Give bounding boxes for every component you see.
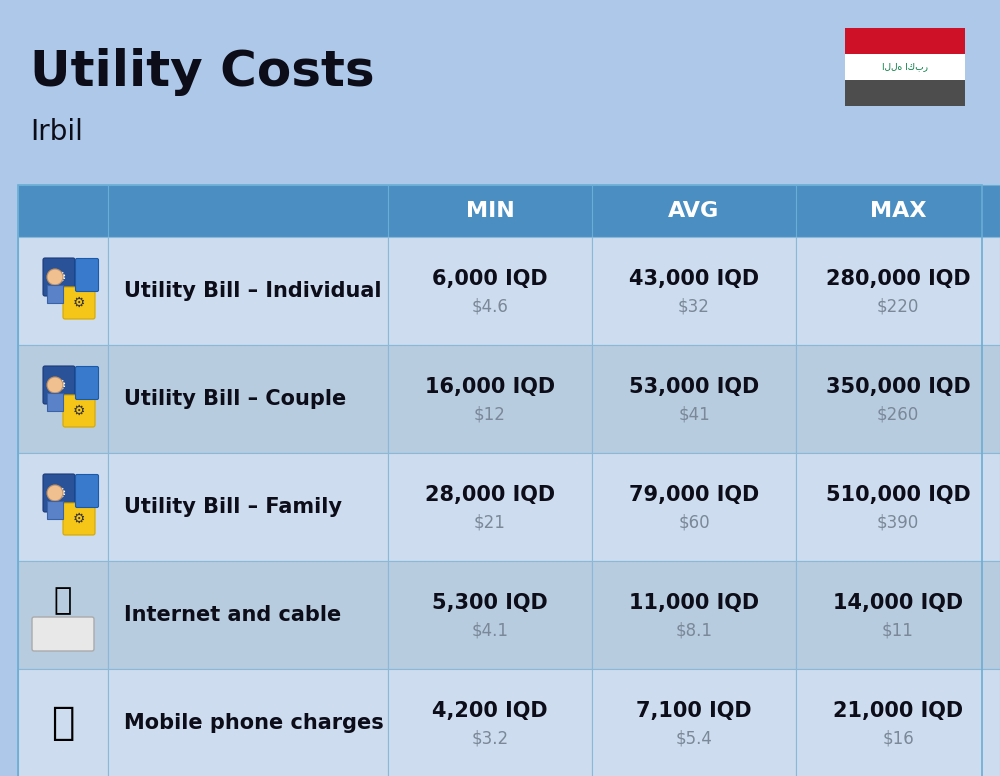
FancyBboxPatch shape — [63, 287, 95, 319]
Bar — [592, 345, 796, 453]
Text: ⚙: ⚙ — [52, 377, 66, 393]
Text: $21: $21 — [474, 514, 506, 532]
Text: 21,000 IQD: 21,000 IQD — [833, 701, 963, 721]
Text: $260: $260 — [877, 406, 919, 424]
Text: Internet and cable: Internet and cable — [124, 605, 341, 625]
Text: 7,100 IQD: 7,100 IQD — [636, 701, 752, 721]
FancyBboxPatch shape — [63, 395, 95, 427]
Text: ⚙: ⚙ — [73, 512, 85, 526]
Bar — [47, 393, 63, 411]
Bar — [592, 453, 796, 561]
Bar — [18, 669, 108, 776]
Text: 4,200 IQD: 4,200 IQD — [432, 701, 548, 721]
Bar — [592, 561, 796, 669]
FancyBboxPatch shape — [43, 474, 75, 512]
Text: 79,000 IQD: 79,000 IQD — [629, 485, 759, 505]
Text: Utility Bill – Individual: Utility Bill – Individual — [124, 281, 382, 301]
Text: $4.6: $4.6 — [472, 298, 508, 316]
Bar — [845, 80, 965, 106]
Text: $220: $220 — [877, 298, 919, 316]
Bar — [592, 669, 796, 776]
Text: $5.4: $5.4 — [676, 730, 712, 748]
Circle shape — [47, 269, 63, 285]
Text: MIN: MIN — [466, 201, 514, 221]
Bar — [108, 453, 388, 561]
Text: ⚙: ⚙ — [52, 269, 66, 285]
Text: 43,000 IQD: 43,000 IQD — [629, 269, 759, 289]
Bar — [796, 237, 1000, 345]
Text: 6,000 IQD: 6,000 IQD — [432, 269, 548, 289]
Bar — [592, 237, 796, 345]
Bar — [796, 345, 1000, 453]
Bar — [47, 501, 63, 519]
Bar — [108, 185, 388, 237]
Text: $4.1: $4.1 — [472, 622, 509, 640]
Text: 350,000 IQD: 350,000 IQD — [826, 377, 970, 397]
Text: Utility Costs: Utility Costs — [30, 48, 375, 96]
FancyBboxPatch shape — [63, 503, 95, 535]
Bar — [592, 185, 796, 237]
Bar — [108, 561, 388, 669]
Text: 510,000 IQD: 510,000 IQD — [826, 485, 970, 505]
Circle shape — [47, 377, 63, 393]
Bar — [47, 285, 63, 303]
Text: $390: $390 — [877, 514, 919, 532]
Text: Utility Bill – Family: Utility Bill – Family — [124, 497, 342, 517]
Bar — [388, 561, 592, 669]
Text: ⚙: ⚙ — [52, 486, 66, 501]
Bar — [108, 237, 388, 345]
Bar — [388, 185, 592, 237]
Text: $3.2: $3.2 — [471, 730, 509, 748]
Text: AVG: AVG — [668, 201, 720, 221]
Text: 16,000 IQD: 16,000 IQD — [425, 377, 555, 397]
Bar — [18, 237, 108, 345]
FancyBboxPatch shape — [32, 617, 94, 651]
Text: الله اكبر: الله اكبر — [882, 63, 928, 71]
Bar — [18, 453, 108, 561]
Bar — [108, 669, 388, 776]
Bar — [796, 561, 1000, 669]
Text: ⚙: ⚙ — [73, 404, 85, 418]
Bar — [388, 345, 592, 453]
Text: Utility Bill – Couple: Utility Bill – Couple — [124, 389, 346, 409]
Text: $32: $32 — [678, 298, 710, 316]
Bar — [388, 237, 592, 345]
Bar — [845, 54, 965, 80]
FancyBboxPatch shape — [76, 258, 98, 292]
Text: 📱: 📱 — [51, 704, 75, 742]
FancyBboxPatch shape — [43, 258, 75, 296]
Text: 28,000 IQD: 28,000 IQD — [425, 485, 555, 505]
Text: 280,000 IQD: 280,000 IQD — [826, 269, 970, 289]
Bar — [108, 345, 388, 453]
Text: 53,000 IQD: 53,000 IQD — [629, 377, 759, 397]
Bar — [18, 185, 982, 776]
Bar — [18, 345, 108, 453]
Text: $16: $16 — [882, 730, 914, 748]
Text: ⚙: ⚙ — [73, 296, 85, 310]
Bar — [18, 561, 108, 669]
Text: 📶: 📶 — [54, 587, 72, 615]
FancyBboxPatch shape — [43, 366, 75, 404]
Text: Irbil: Irbil — [30, 118, 83, 146]
Bar — [796, 669, 1000, 776]
Text: $11: $11 — [882, 622, 914, 640]
Text: $12: $12 — [474, 406, 506, 424]
Text: $60: $60 — [678, 514, 710, 532]
Bar — [388, 453, 592, 561]
Text: 5,300 IQD: 5,300 IQD — [432, 593, 548, 613]
Text: $8.1: $8.1 — [676, 622, 712, 640]
Bar — [796, 185, 1000, 237]
Text: Mobile phone charges: Mobile phone charges — [124, 713, 384, 733]
FancyBboxPatch shape — [76, 474, 98, 508]
Text: $41: $41 — [678, 406, 710, 424]
Bar — [845, 28, 965, 54]
Text: 14,000 IQD: 14,000 IQD — [833, 593, 963, 613]
Text: 11,000 IQD: 11,000 IQD — [629, 593, 759, 613]
Bar — [18, 185, 108, 237]
Bar — [388, 669, 592, 776]
FancyBboxPatch shape — [76, 366, 98, 400]
Bar — [796, 453, 1000, 561]
Circle shape — [47, 485, 63, 501]
Text: MAX: MAX — [870, 201, 926, 221]
